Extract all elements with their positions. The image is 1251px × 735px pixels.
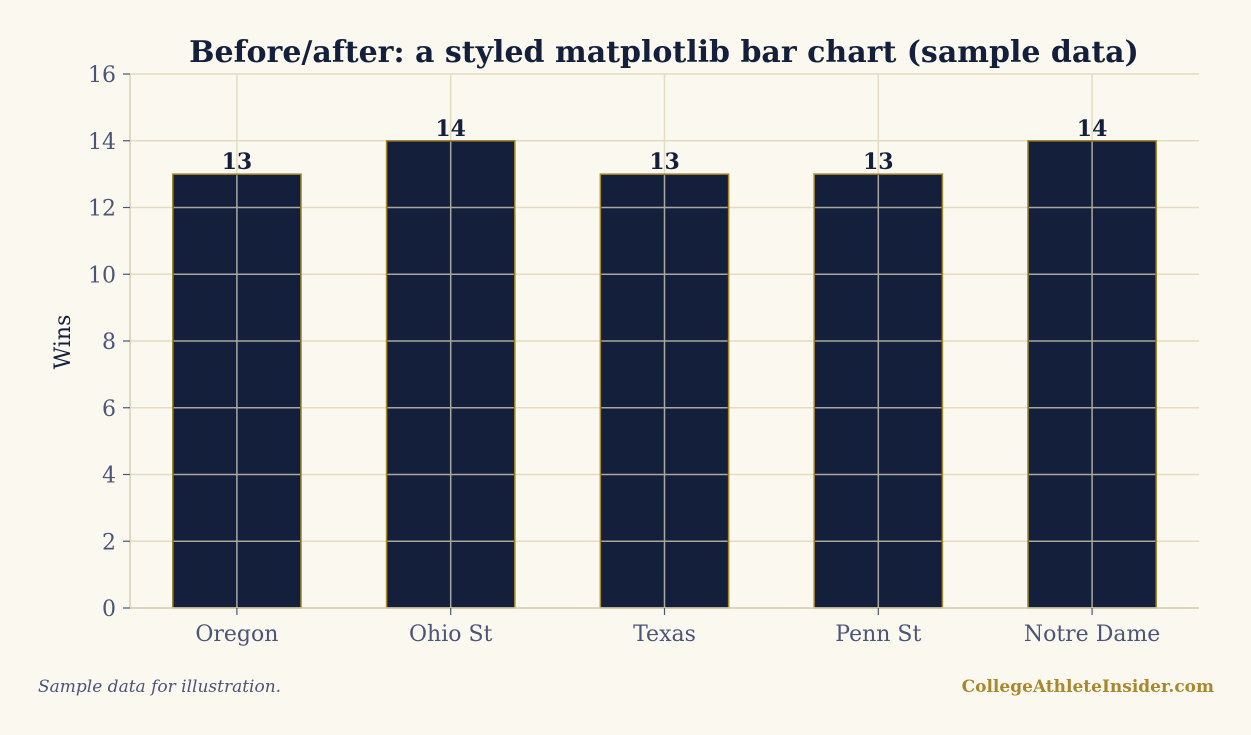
y-tick-label: 12 <box>88 197 116 222</box>
labels: 0 2 4 6 8 10 12 14 16 Oregon Ohio St Texas Penn St No… <box>88 63 1160 647</box>
inner-grid <box>173 141 1156 608</box>
y-tick-label: 6 <box>102 397 116 422</box>
y-tick-label: 8 <box>102 330 116 355</box>
chart-title: Before/after: a styled matplotlib bar ch… <box>189 35 1139 70</box>
data-label: 14 <box>435 116 466 142</box>
y-axis-label: Wins <box>51 315 76 370</box>
x-tick-label: Penn St <box>835 622 921 647</box>
y-tick-label: 2 <box>102 530 116 555</box>
data-label: 14 <box>1077 116 1108 142</box>
y-tick-label: 16 <box>88 63 116 88</box>
data-label: 13 <box>649 149 680 175</box>
x-tick-label: Oregon <box>195 622 278 647</box>
x-tick-label: Ohio St <box>409 622 493 647</box>
y-tick-label: 4 <box>102 464 116 489</box>
footer-note: Sample data for illustration. <box>38 677 282 697</box>
y-tick-label: 10 <box>88 263 116 288</box>
data-label: 13 <box>222 149 253 175</box>
data-label: 13 <box>863 149 894 175</box>
footer-brand: CollegeAthleteInsider.com <box>961 677 1214 697</box>
y-tick-label: 0 <box>102 597 116 622</box>
x-tick-label: Texas <box>633 622 696 647</box>
y-tick-label: 14 <box>88 130 116 155</box>
axes <box>123 73 1199 615</box>
x-tick-label: Notre Dame <box>1024 622 1161 647</box>
